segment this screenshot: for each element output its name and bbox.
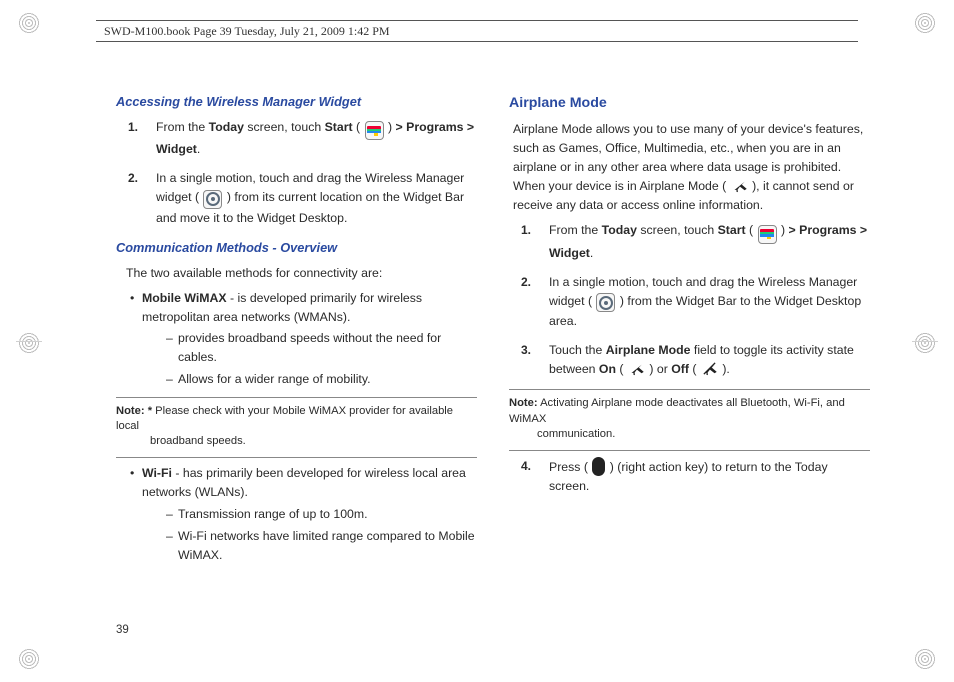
- left-step-1: 1. From the Today screen, touch Start ( …: [150, 118, 477, 160]
- text: - has primarily been developed for wirel…: [142, 466, 466, 499]
- note-body-cont: broadband speeds.: [116, 434, 477, 449]
- text: (: [616, 362, 627, 376]
- bold-today: Today: [602, 223, 637, 237]
- note-label: Note:: [509, 397, 538, 409]
- text: (: [746, 223, 757, 237]
- bold-wimax: Mobile WiMAX: [142, 291, 227, 305]
- step-number: 2.: [521, 273, 531, 292]
- heading-accessing-widget: Accessing the Wireless Manager Widget: [116, 92, 477, 112]
- list-item: Mobile WiMAX - is developed primarily fo…: [130, 289, 477, 389]
- pdf-header-stamp: SWD-M100.book Page 39 Tuesday, July 21, …: [104, 24, 390, 39]
- crop-mark-bl: [18, 648, 40, 670]
- right-column: Airplane Mode Airplane Mode allows you t…: [509, 90, 870, 612]
- step-number: 3.: [521, 341, 531, 360]
- crop-mark-mr: [914, 332, 936, 354]
- wimax-bullet: Mobile WiMAX - is developed primarily fo…: [116, 289, 477, 389]
- bold-start: Start: [718, 223, 746, 237]
- wireless-manager-icon: [596, 293, 615, 312]
- text: From the: [549, 223, 602, 237]
- right-steps-cont: 4. Press ( ) (right action key) to retur…: [509, 457, 870, 496]
- divider: [509, 450, 870, 451]
- right-step-3: 3. Touch the Airplane Mode field to togg…: [543, 341, 870, 379]
- crop-mark-ml: [18, 332, 40, 354]
- bold-airplane-mode: Airplane Mode: [606, 343, 691, 357]
- text: (: [689, 362, 700, 376]
- text: screen, touch: [244, 120, 325, 134]
- bold-off: Off: [671, 362, 689, 376]
- list-item: provides broadband speeds without the ne…: [166, 329, 477, 367]
- left-steps: 1. From the Today screen, touch Start ( …: [116, 118, 477, 228]
- heading-comm-methods: Communication Methods - Overview: [116, 238, 477, 258]
- airplane-on-icon: [628, 361, 645, 376]
- start-flag-icon: [365, 121, 384, 140]
- text: Press (: [549, 460, 591, 474]
- right-step-2: 2. In a single motion, touch and drag th…: [543, 273, 870, 332]
- airplane-icon: [731, 178, 748, 193]
- divider: [509, 389, 870, 390]
- left-column: Accessing the Wireless Manager Widget 1.…: [116, 90, 477, 612]
- wifi-dashes: Transmission range of up to 100m. Wi-Fi …: [142, 505, 477, 565]
- bold-today: Today: [209, 120, 244, 134]
- right-step-1: 1. From the Today screen, touch Start ( …: [543, 221, 870, 263]
- comm-intro: The two available methods for connectivi…: [126, 264, 477, 283]
- wifi-bullet: Wi-Fi - has primarily been developed for…: [116, 464, 477, 564]
- crop-mark-tr: [914, 12, 936, 34]
- wimax-dashes: provides broadband speeds without the ne…: [142, 329, 477, 389]
- divider: [116, 397, 477, 398]
- right-steps: 1. From the Today screen, touch Start ( …: [509, 221, 870, 379]
- text: ): [385, 120, 396, 134]
- wireless-manager-icon: [203, 190, 222, 209]
- note-body: Please check with your Mobile WiMAX prov…: [116, 405, 453, 432]
- heading-airplane-mode: Airplane Mode: [509, 92, 870, 114]
- text: ) or: [646, 362, 671, 376]
- text: screen, touch: [637, 223, 718, 237]
- crop-mark-br: [914, 648, 936, 670]
- airplane-off-icon: [701, 361, 718, 376]
- airplane-intro: Airplane Mode allows you to use many of …: [513, 120, 870, 215]
- left-step-2: 2. In a single motion, touch and drag th…: [150, 169, 477, 228]
- step-number: 2.: [128, 169, 138, 188]
- bold-start: Start: [325, 120, 353, 134]
- divider: [116, 457, 477, 458]
- text: (: [353, 120, 364, 134]
- step-number: 1.: [128, 118, 138, 137]
- right-action-key-icon: [592, 457, 605, 476]
- text: From the: [156, 120, 209, 134]
- note-body-cont: communication.: [509, 427, 870, 442]
- right-step-4: 4. Press ( ) (right action key) to retur…: [543, 457, 870, 496]
- start-flag-icon: [758, 225, 777, 244]
- list-item: Wi-Fi networks have limited range compar…: [166, 527, 477, 565]
- pdf-header-bar: SWD-M100.book Page 39 Tuesday, July 21, …: [96, 20, 858, 42]
- page-content: Accessing the Wireless Manager Widget 1.…: [116, 90, 870, 612]
- text: .: [197, 142, 200, 156]
- step-number: 1.: [521, 221, 531, 240]
- text: ).: [719, 362, 730, 376]
- step-number: 4.: [521, 457, 531, 476]
- text: ): [778, 223, 789, 237]
- page-number: 39: [116, 624, 129, 636]
- text: Touch the: [549, 343, 606, 357]
- text: .: [590, 246, 593, 260]
- note-airplane: Note: Activating Airplane mode deactivat…: [509, 396, 870, 441]
- bold-wifi: Wi-Fi: [142, 466, 172, 480]
- crop-mark-tl: [18, 12, 40, 34]
- list-item: Transmission range of up to 100m.: [166, 505, 477, 524]
- list-item: Allows for a wider range of mobility.: [166, 370, 477, 389]
- note-body: Activating Airplane mode deactivates all…: [509, 397, 845, 424]
- note-wimax: Note: * Please check with your Mobile Wi…: [116, 404, 477, 449]
- note-label: Note: *: [116, 405, 152, 417]
- list-item: Wi-Fi - has primarily been developed for…: [130, 464, 477, 564]
- bold-on: On: [599, 362, 616, 376]
